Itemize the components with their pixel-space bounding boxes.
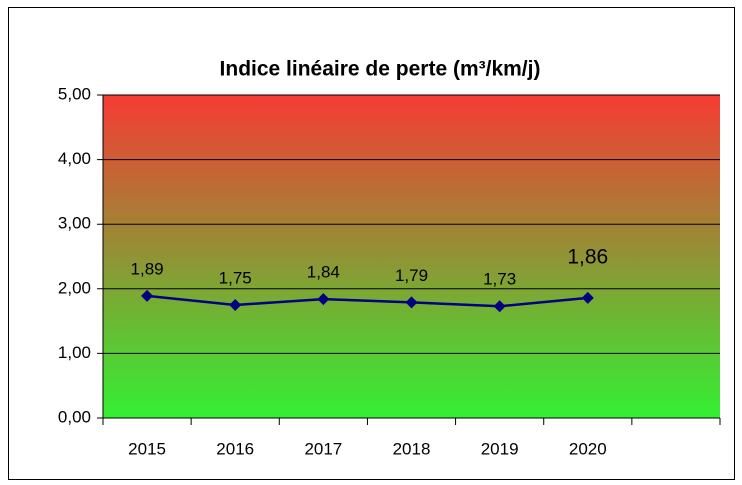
- plot-area: [103, 95, 720, 418]
- data-label: 1,89: [131, 259, 164, 278]
- y-tick-label: 4,00: [58, 149, 91, 168]
- data-point: [317, 293, 330, 306]
- y-tick-label: 3,00: [58, 214, 91, 233]
- data-line: [146, 294, 588, 308]
- y-tick-label: 1,00: [58, 343, 91, 362]
- x-tick-label: 2020: [569, 439, 607, 458]
- x-tick-label: 2019: [481, 439, 519, 458]
- y-tick-label: 5,00: [58, 84, 91, 103]
- data-label: 1,79: [395, 266, 428, 285]
- data-label: 1,84: [307, 263, 340, 282]
- x-tick-label: 2015: [128, 439, 166, 458]
- chart-title: Indice linéaire de perte (m³/km/j): [220, 58, 541, 81]
- y-tick-label: 2,00: [58, 278, 91, 297]
- y-tick-label: 0,00: [58, 407, 91, 426]
- data-label: 1,73: [483, 270, 516, 289]
- x-tick-label: 2017: [304, 439, 342, 458]
- data-point: [229, 298, 242, 311]
- data-label: 1,86: [567, 245, 608, 268]
- data-point: [581, 291, 594, 304]
- data-label: 1,75: [219, 268, 252, 287]
- data-point: [405, 296, 418, 309]
- data-point: [493, 300, 506, 313]
- x-tick-label: 2018: [393, 439, 431, 458]
- data-point: [141, 289, 154, 302]
- x-tick-label: 2016: [216, 439, 254, 458]
